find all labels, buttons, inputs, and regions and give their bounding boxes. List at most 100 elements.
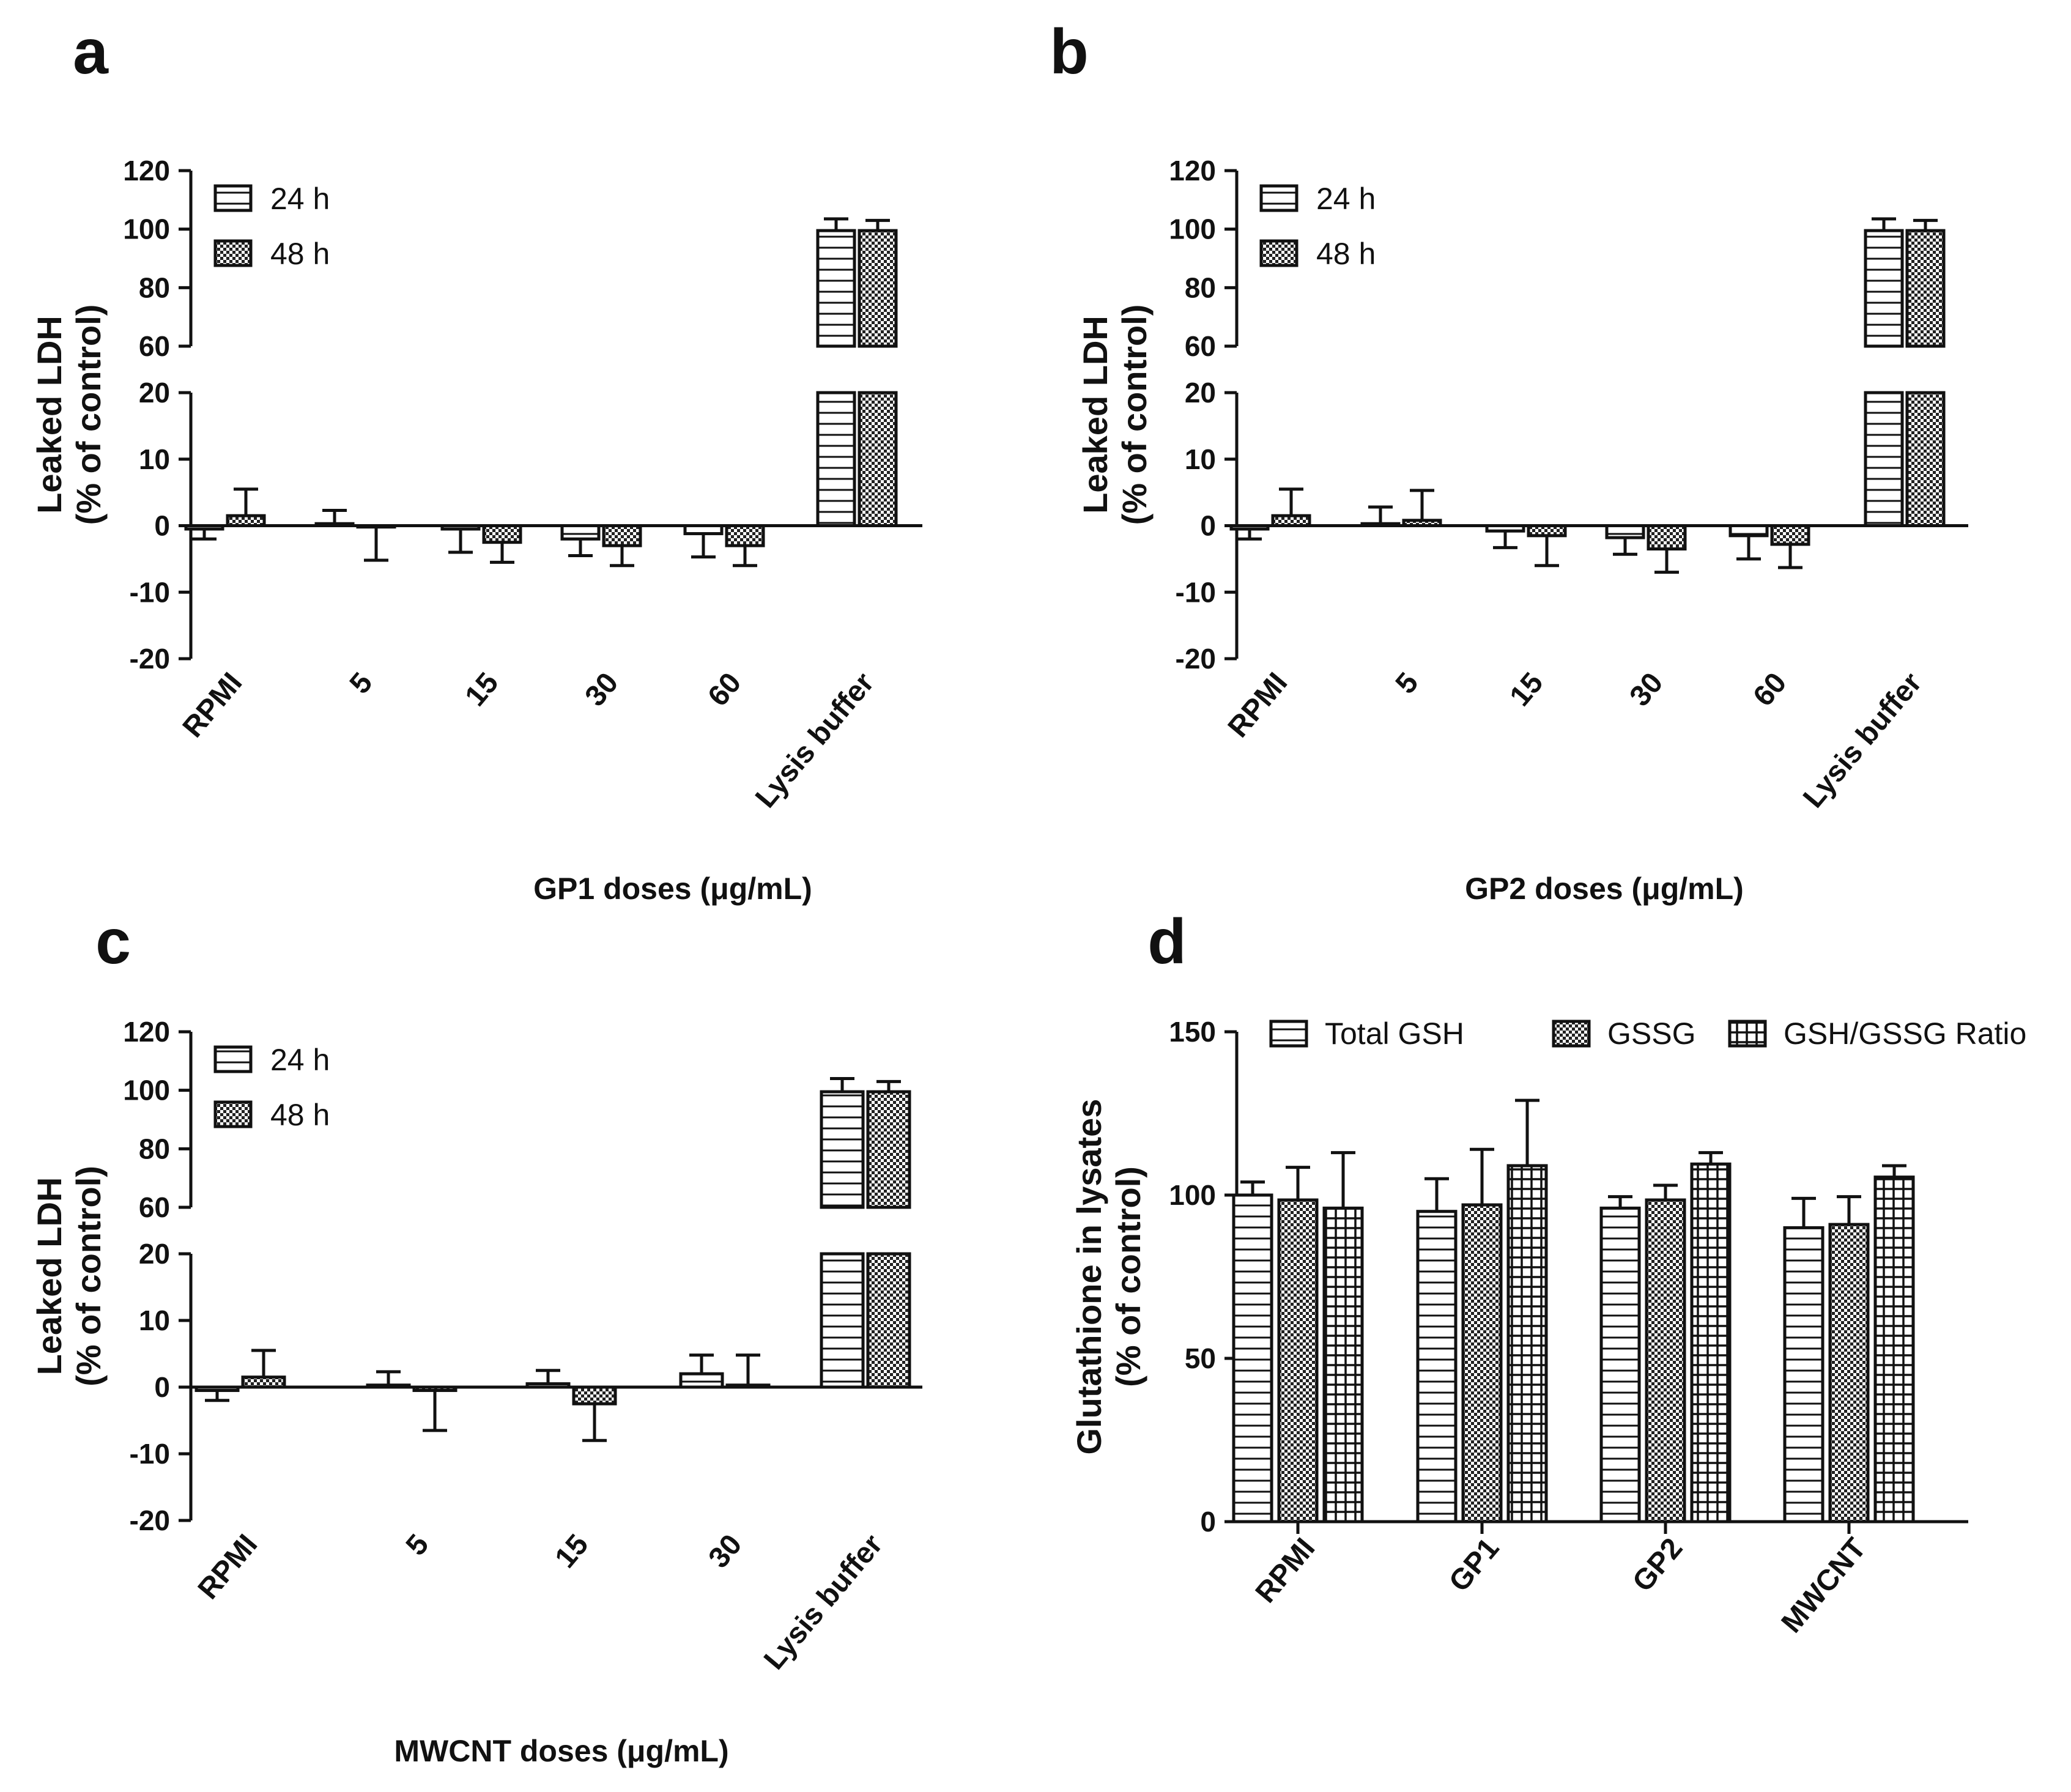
y-tick-label: 80 [139, 1133, 170, 1164]
bar-48-h [858, 229, 898, 348]
bar-48-h [725, 1383, 771, 1389]
y-tick-label: -10 [130, 576, 170, 608]
category-label: Lysis buffer [749, 667, 880, 814]
y-tick-label: 100 [1169, 1179, 1216, 1211]
y-tick-label: -10 [130, 1438, 170, 1470]
bar-GSH-GSSG-Ratio [1506, 1164, 1548, 1524]
legend-label: GSSG [1607, 1016, 1695, 1051]
y-tick-label: 80 [1185, 272, 1216, 303]
legend-swatch [1552, 1020, 1591, 1048]
bar-GSH-GSSG-Ratio [1873, 1176, 1915, 1524]
x-axis-label: MWCNT doses (μg/mL) [394, 1734, 728, 1768]
bar-24-h [1229, 524, 1270, 531]
y-axis-label-line: Leaked LDH [30, 316, 69, 514]
bar-48-h [1527, 524, 1567, 538]
panel-letter: c [95, 906, 131, 977]
category-label: GP2 [1626, 1532, 1689, 1598]
category-label: RPMI [1250, 1532, 1322, 1609]
legend-label: 24 h [1316, 182, 1376, 216]
bar-24-h [1864, 229, 1904, 348]
bar-Total-GSH [1416, 1210, 1458, 1524]
category-label: 60 [702, 667, 748, 713]
y-tick-label: -20 [130, 1505, 170, 1536]
bar-24-h [525, 1382, 571, 1389]
bar-GSSG [1645, 1198, 1686, 1524]
bar-48-h [412, 1385, 458, 1392]
bar-Total-GSH [1232, 1193, 1273, 1524]
y-tick-label: 0 [1200, 510, 1216, 542]
panel-letter: a [73, 17, 109, 87]
bar-24-h [820, 1090, 865, 1209]
bar-24-h [440, 524, 481, 531]
y-tick-label: 20 [139, 377, 170, 409]
category-label: 15 [549, 1528, 595, 1574]
y-tick-label: 20 [1185, 377, 1216, 409]
panel-b: b -20 -10 0 10 20 60 80 100 120 Leaked LDH(% of co… [1050, 17, 1968, 906]
x-axis-label: GP1 doses (μg/mL) [533, 872, 812, 906]
panel-a: a -20 -10 0 10 20 60 80 100 120 Leaked LDH(% of co… [30, 17, 922, 906]
legend-swatch [1259, 184, 1299, 212]
legend-label: 48 h [1316, 237, 1376, 271]
y-tick-label: 80 [139, 272, 170, 303]
panel-c: c -20 -10 0 10 20 60 80 100 120 Leaked LDH(% of co… [30, 906, 922, 1768]
category-label: MWCNT [1776, 1532, 1873, 1639]
y-tick-label: 0 [154, 1371, 170, 1403]
bar-GSH-GSSG-Ratio [1690, 1162, 1732, 1524]
y-tick-label: 10 [139, 1305, 170, 1336]
y-tick-label: 0 [154, 510, 170, 542]
y-axis-label-line: (% of control) [69, 1166, 108, 1387]
y-tick-label: 10 [1185, 443, 1216, 475]
category-label: Lysis buffer [1797, 667, 1928, 814]
bar-48-h [725, 524, 765, 547]
legend-swatch [213, 1100, 253, 1128]
bar-24-h [816, 229, 856, 348]
legend-swatch [1269, 1020, 1308, 1048]
y-tick-label: 60 [139, 1191, 170, 1223]
y-tick-label: 100 [1169, 213, 1216, 245]
y-tick-label: 60 [139, 330, 170, 362]
bar-GSSG [1461, 1203, 1503, 1524]
category-label: 5 [400, 1528, 435, 1562]
y-axis-label: Leaked LDH(% of control) [30, 1166, 108, 1387]
y-tick-label: 100 [123, 1075, 170, 1106]
bar-GSH-GSSG-Ratio [1322, 1206, 1364, 1524]
bar-24-h [1728, 524, 1769, 538]
bar-24-h [184, 524, 224, 531]
legend-label: GSH/GSSG Ratio [1784, 1016, 2026, 1051]
bar-24-h [1864, 391, 1904, 527]
legend-swatch [213, 239, 253, 267]
y-tick-label: 60 [1185, 330, 1216, 362]
bar-24-h [195, 1385, 240, 1392]
y-axis-label-line: (% of control) [1109, 1166, 1147, 1387]
category-label: RPMI [192, 1528, 264, 1605]
bar-24-h [683, 524, 724, 536]
bar-24-h [816, 391, 856, 527]
bar-48-h [1271, 514, 1311, 527]
bar-48-h [1770, 524, 1810, 546]
y-tick-label: -10 [1176, 576, 1216, 608]
category-label: RPMI [1222, 667, 1294, 744]
bar-24-h [1605, 524, 1645, 539]
bar-24-h [679, 1372, 724, 1389]
bar-48-h [858, 391, 898, 527]
bar-48-h [356, 524, 396, 529]
y-tick-label: -20 [130, 643, 170, 675]
legend-swatch [1728, 1020, 1767, 1048]
bar-48-h [572, 1385, 617, 1405]
legend-label: 24 h [270, 182, 330, 216]
bar-48-h [482, 524, 522, 544]
bar-24-h [1360, 522, 1401, 527]
category-label: Lysis buffer [758, 1528, 889, 1676]
bar-GSSG [1277, 1198, 1319, 1524]
panel-letter: b [1050, 17, 1089, 87]
legend-swatch [213, 1045, 253, 1073]
y-tick-label: 20 [139, 1238, 170, 1270]
y-axis-label-line: (% of control) [1115, 305, 1154, 525]
bar-GSSG [1828, 1223, 1870, 1524]
bar-48-h [1647, 524, 1687, 551]
bar-48-h [1905, 229, 1946, 348]
legend-swatch [213, 184, 253, 212]
bar-48-h [866, 1252, 911, 1389]
y-axis-label: Leaked LDH(% of control) [1076, 305, 1154, 525]
